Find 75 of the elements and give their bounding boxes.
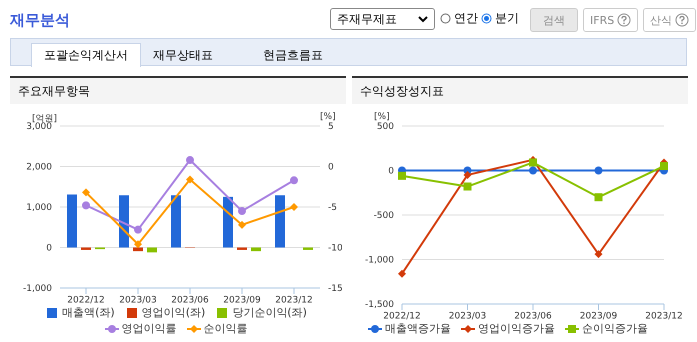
text: 연간 (454, 10, 478, 27)
x-tick-label: 2023/09 (580, 311, 618, 322)
point (82, 188, 90, 196)
x-tick-label: 2023/09 (223, 295, 261, 306)
text: 재무분석 (10, 11, 70, 30)
y-tick-label: 1,000 (26, 203, 52, 214)
point (594, 166, 602, 174)
point (186, 175, 194, 184)
legend-label: 순이익증가율 (581, 322, 648, 336)
bar (251, 248, 261, 252)
x-tick-label: 2023/12 (645, 311, 683, 322)
y-axis-title: [억원] (32, 113, 58, 124)
text: IFRS (583, 8, 638, 32)
y-tick-label: 0 (46, 244, 52, 254)
bar (171, 195, 181, 248)
x-tick-label: 2022/12 (67, 295, 105, 306)
point (290, 176, 298, 184)
y-tick-label: -1,000 (364, 256, 394, 266)
legend-label: 순이익률 (202, 322, 248, 336)
bar (223, 196, 233, 248)
point (290, 203, 298, 211)
point (398, 172, 406, 180)
point (660, 162, 668, 170)
y2-tick-label: 5 (328, 122, 334, 132)
x-tick-label: 2023/06 (514, 311, 552, 322)
y-tick-label: -1,000 (22, 284, 52, 294)
bar (275, 195, 285, 248)
point (82, 201, 90, 210)
x-tick-label: 2023/03 (119, 295, 157, 306)
point (238, 207, 246, 216)
y-tick-label: 2,000 (26, 162, 52, 173)
text: 포괄손익계산서 (31, 43, 141, 67)
text: 주재무제표 (337, 10, 397, 28)
text: 분기 (495, 10, 519, 27)
y2-tick-label: -5 (328, 203, 337, 214)
y2-tick-label: -10 (328, 244, 343, 254)
legend-label: 영업이익(좌) (140, 306, 206, 320)
point (594, 193, 602, 202)
y-tick-label: 3,000 (26, 122, 52, 132)
bar (67, 194, 77, 248)
y-axis-title: [%] (374, 112, 390, 122)
y-tick-label: 500 (376, 122, 394, 132)
bar (133, 248, 143, 252)
point (529, 166, 537, 174)
point (134, 226, 142, 234)
text: 재무상태표 (152, 46, 214, 64)
legend-label: 영업이익률 (120, 322, 176, 336)
x-tick-label: 2023/03 (448, 311, 486, 322)
bar (147, 248, 157, 252)
point (238, 220, 246, 229)
point (134, 240, 142, 248)
chart-title: 주요재무항목 (10, 76, 346, 104)
point (594, 250, 602, 258)
y-tick-label: -500 (374, 211, 394, 222)
legend-label: 영업이익증가율 (477, 322, 555, 336)
y2-tick-label: -15 (328, 284, 343, 294)
legend-label: 당기순이익(좌) (231, 306, 307, 320)
point (464, 182, 472, 191)
x-tick-label: 2023/06 (171, 295, 209, 306)
text: 검색 (530, 8, 578, 32)
y2-axis-title: [%] (320, 112, 336, 122)
text: 산식 (643, 8, 696, 32)
x-tick-label: 2022/12 (383, 311, 421, 322)
y2-tick-label: 0 (328, 162, 334, 173)
y-tick-label: 0 (388, 166, 394, 177)
legend-label: 매출액(좌) (61, 306, 115, 320)
x-tick-label: 2023/12 (275, 295, 313, 306)
point (529, 158, 537, 166)
point (398, 270, 406, 278)
point (464, 170, 472, 179)
chart-title: 수익성장성지표 (352, 76, 688, 104)
point (186, 156, 194, 164)
legend-label: 매출액증가율 (384, 322, 451, 336)
y-tick-label: -1,500 (364, 300, 394, 310)
text: 현금흐름표 (262, 46, 324, 64)
